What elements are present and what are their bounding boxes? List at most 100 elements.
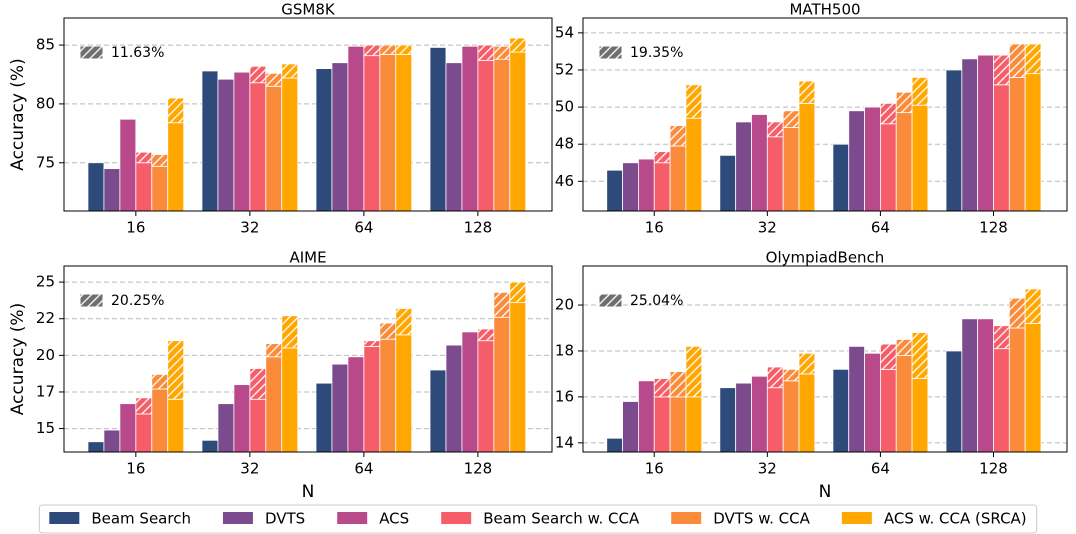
bar (477, 340, 495, 453)
chart-title: AIME (289, 249, 326, 267)
bar (119, 118, 137, 212)
hatched-bar-segment (167, 340, 185, 400)
hatched-bar-segment (477, 44, 495, 61)
bar (363, 55, 381, 212)
x-tick-label: 64 (871, 460, 890, 478)
bar (201, 439, 219, 453)
bar (167, 398, 185, 453)
bar (217, 403, 235, 453)
hatched-bar-segment (1008, 43, 1026, 78)
hatched-bar-segment (653, 378, 671, 398)
bar (622, 162, 639, 212)
bar (151, 165, 169, 212)
bar (1008, 76, 1026, 212)
y-tick-label: 20 (555, 296, 574, 314)
y-tick-label: 54 (555, 23, 574, 41)
y-tick-label: 15 (36, 419, 55, 437)
bar (151, 388, 169, 453)
y-tick-label: 50 (555, 98, 574, 116)
bar (103, 429, 121, 453)
bar (265, 85, 283, 212)
x-tick-label: 128 (979, 460, 1008, 478)
hatched-bar-segment (509, 281, 527, 304)
bar (864, 352, 881, 453)
y-tick-label: 16 (555, 387, 574, 405)
hatched-bar-segment (135, 151, 153, 164)
hatched-bar-segment (993, 325, 1010, 350)
annotation-swatch (79, 293, 104, 308)
bar (1024, 73, 1042, 212)
bar (977, 54, 994, 212)
bar (265, 356, 283, 453)
legend-swatch (841, 512, 872, 524)
bar (363, 346, 381, 453)
bar (766, 387, 784, 453)
bar (848, 110, 865, 212)
legend-frame (38, 504, 1038, 534)
x-tick-label: 32 (758, 219, 777, 237)
bar (653, 162, 671, 212)
x-tick-label: 16 (645, 219, 664, 237)
bar (249, 82, 267, 212)
bar (119, 403, 137, 453)
x-tick-label: 128 (464, 460, 493, 478)
bar (798, 373, 816, 453)
x-tick-label: 128 (979, 219, 1008, 237)
plot-frame (63, 17, 553, 212)
bar (509, 51, 527, 212)
bar (461, 45, 479, 212)
legend-label: DVTS (265, 510, 305, 528)
bar (719, 154, 737, 212)
plot-frame (63, 265, 553, 453)
bar (445, 344, 463, 453)
y-tick-label: 80 (36, 94, 55, 112)
x-tick-label: 64 (354, 219, 373, 237)
bar (669, 396, 687, 453)
bar (331, 363, 349, 453)
bar (751, 114, 768, 212)
hatched-bar-segment (782, 368, 800, 382)
y-tick-label: 85 (36, 36, 55, 54)
annotation-swatch (598, 293, 623, 308)
legend: Beam Search DVTS ACS Beam Search w. CCA DVTS… (38, 504, 1038, 534)
bar (281, 347, 299, 453)
hatched-bar-segment (653, 151, 671, 164)
bar (685, 117, 703, 212)
hatched-bar-segment (880, 343, 897, 370)
legend-label: Beam Search w. CCA (483, 510, 640, 528)
bar (832, 368, 850, 453)
bar (945, 350, 963, 453)
legend-swatch (337, 512, 368, 524)
y-tick-label: 46 (555, 172, 574, 190)
bar (493, 316, 511, 453)
bar (961, 58, 979, 212)
hatched-bar-segment (167, 97, 185, 124)
hatched-bar-segment (379, 322, 397, 340)
bar (798, 102, 816, 212)
y-tick-label: 22 (36, 309, 55, 327)
bar (735, 382, 752, 453)
bar (606, 437, 623, 453)
bar (977, 318, 994, 453)
bar (429, 369, 447, 453)
bar (477, 59, 495, 212)
annotation-swatch (598, 45, 623, 60)
bar (87, 162, 105, 212)
bar (509, 302, 527, 453)
hatched-bar-segment (685, 345, 703, 398)
hatched-bar-segment (911, 332, 929, 379)
x-axis-label: N (819, 482, 832, 502)
bar (993, 84, 1010, 212)
chart-title: GSM8K (281, 1, 336, 19)
bar (782, 380, 800, 453)
hatched-bar-segment (151, 373, 169, 390)
bar (993, 348, 1010, 453)
bar (638, 380, 655, 453)
bar (653, 396, 671, 453)
x-tick-label: 32 (758, 460, 777, 478)
hatched-bar-segment (798, 352, 816, 375)
bar (961, 318, 979, 453)
bar (832, 143, 850, 212)
bar (217, 78, 235, 212)
bar (395, 334, 413, 453)
